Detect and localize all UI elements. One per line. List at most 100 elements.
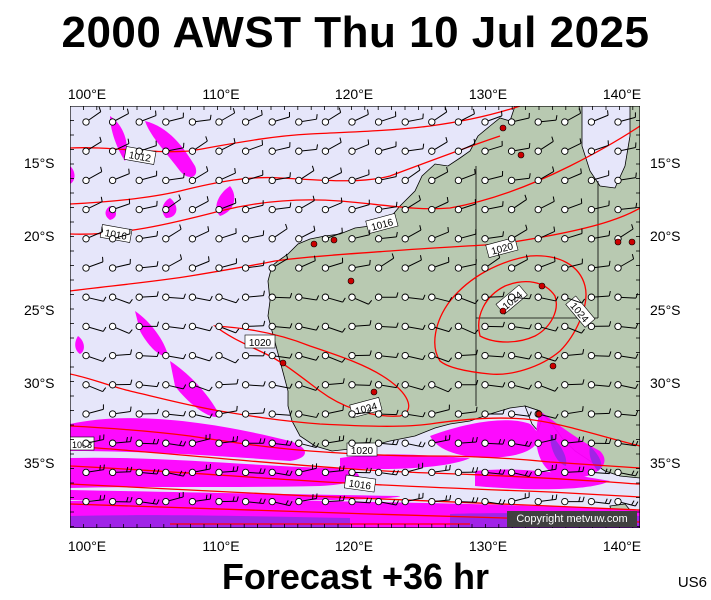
wind-barb <box>587 381 612 389</box>
wind-barb <box>215 138 236 155</box>
wind-barb <box>561 138 582 155</box>
isobar-label-group: 1012 1016 1016 1020 1024 1024 1020 1024 … <box>70 146 596 493</box>
wind-barb <box>428 351 453 363</box>
wind-barb <box>481 201 504 214</box>
wind-barb <box>454 497 479 506</box>
wind-barb <box>587 110 609 126</box>
wind-barb <box>348 437 372 447</box>
wind-barb <box>614 172 637 185</box>
wind-barb <box>534 136 554 155</box>
wind-barb <box>587 497 612 506</box>
wind-barb <box>321 351 346 363</box>
wind-barb <box>587 200 610 214</box>
wind-barb <box>374 231 398 243</box>
wind-barb <box>215 322 240 334</box>
wind-barb <box>162 322 187 331</box>
wind-barb <box>481 140 503 155</box>
lon-label-bottom-100: 100°E <box>67 538 107 554</box>
wind-barb <box>374 439 399 447</box>
wind-barb <box>321 227 343 243</box>
lon-label-top-120: 120°E <box>334 86 374 102</box>
wind-barb <box>321 435 345 447</box>
wind-barb <box>561 228 583 243</box>
wind-barb <box>454 293 479 305</box>
wind-barb <box>587 230 611 243</box>
wind-barb <box>401 195 421 214</box>
wind-barb <box>188 114 212 126</box>
wind-barb <box>135 321 160 331</box>
wind-barb <box>428 293 453 303</box>
wind-barb <box>507 112 530 126</box>
wind-barb <box>321 293 346 303</box>
wind-barb <box>481 409 505 418</box>
wind-barb <box>188 494 212 506</box>
wind-barb <box>614 112 636 126</box>
wind-barb <box>348 229 371 243</box>
copyright-label: Copyright metvuw.com <box>507 511 637 527</box>
wind-barb <box>135 438 160 447</box>
wind-barb <box>614 468 639 477</box>
wind-barb <box>428 381 452 393</box>
lat-label-left-20: 20°S <box>24 228 55 244</box>
lon-label-top-110: 110°E <box>202 86 240 102</box>
wind-barb <box>268 292 293 301</box>
wind-barb <box>295 351 320 361</box>
wind-barb <box>268 497 293 507</box>
wind-barb <box>162 439 187 447</box>
lon-label-bottom-110: 110°E <box>202 538 240 554</box>
wind-barb <box>82 464 105 477</box>
wind-barb <box>428 434 451 447</box>
lat-label-right-30: 30°S <box>650 375 681 391</box>
wind-barb <box>162 224 182 243</box>
wind-barb <box>215 293 240 304</box>
wind-barb <box>135 497 160 506</box>
wind-barb <box>561 436 585 447</box>
wind-barb <box>374 351 399 360</box>
wind-barb <box>481 171 504 185</box>
lat-label-right-25: 25°S <box>650 302 681 318</box>
wind-barb <box>82 136 102 155</box>
wind-barb <box>561 168 582 185</box>
wind-barb <box>374 253 395 272</box>
wind-barb <box>108 466 133 477</box>
lon-label-top-140: 140°E <box>602 86 642 102</box>
wind-barb <box>348 350 372 360</box>
wind-barb <box>295 255 316 272</box>
wind-barb <box>481 110 503 126</box>
wind-barb <box>268 468 293 477</box>
wind-barb <box>401 410 426 418</box>
wind-barb <box>534 166 555 185</box>
wind-barb <box>108 168 130 185</box>
wind-barb <box>374 171 398 185</box>
wind-barb <box>135 261 159 272</box>
wind-barb <box>348 380 372 389</box>
wind-barb <box>82 404 104 418</box>
wind-barb <box>162 142 185 155</box>
wind-barb <box>295 114 318 126</box>
wind-barb <box>614 142 637 155</box>
wind-barb <box>215 378 239 389</box>
wind-barb <box>587 290 611 301</box>
wind-barb <box>162 381 187 390</box>
wind-barb <box>215 198 237 214</box>
wind-barb <box>374 468 399 477</box>
wind-barb <box>507 381 532 390</box>
wind-barb <box>587 438 612 447</box>
wind-barb <box>135 110 157 126</box>
wind-barb <box>481 468 506 477</box>
wind-barb <box>268 381 293 389</box>
wind-barb <box>188 293 213 302</box>
wind-barb <box>614 497 639 507</box>
wind-barb <box>614 322 639 331</box>
wind-barb <box>82 106 102 126</box>
wind-barb <box>188 381 213 392</box>
wind-barb <box>82 351 107 362</box>
wind-barb <box>215 435 239 447</box>
wind-barb <box>428 136 448 155</box>
wind-barb <box>108 108 129 126</box>
wind-barb <box>401 462 424 477</box>
wind-barb <box>587 321 612 331</box>
wind-barb <box>82 226 104 243</box>
wind-barb <box>401 322 426 331</box>
wind-barb <box>507 410 532 418</box>
